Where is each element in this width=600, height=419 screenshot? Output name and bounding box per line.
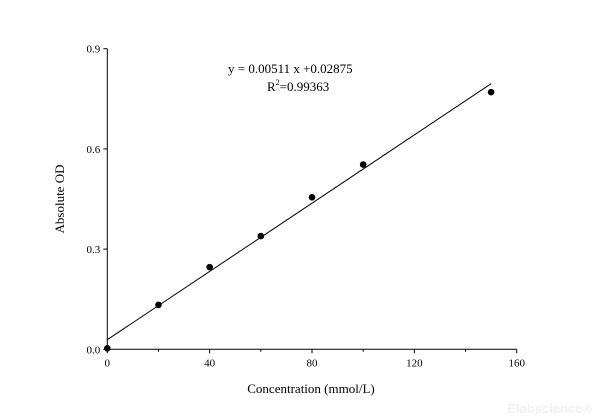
x-axis-label: Concentration (mmol/L) (247, 381, 374, 396)
x-tick-label: 160 (508, 357, 525, 369)
y-tick-label: 0.6 (87, 144, 101, 156)
watermark-logo: Elabscience® (507, 401, 592, 416)
data-point (155, 301, 162, 309)
data-point (308, 194, 316, 201)
marks (104, 83, 495, 352)
x-tick-label: 40 (204, 357, 216, 369)
x-tick-label: 0 (105, 357, 111, 369)
data-point (257, 232, 265, 240)
axes: 0 40 80 120 160 0.0 0.3 0.6 0.9 (87, 44, 526, 370)
data-point (487, 88, 495, 96)
y-tick-label: 0.9 (87, 44, 101, 56)
fit-line (107, 83, 492, 341)
y-tick-label: 0.0 (87, 344, 101, 356)
x-tick-label: 120 (406, 357, 423, 369)
y-axis-label: Absolute OD (52, 165, 67, 234)
y-tick-label: 0.3 (87, 244, 101, 256)
data-point (206, 263, 213, 271)
equation-annotation: y = 0.00511 x +0.02875 (228, 61, 353, 76)
r-squared-annotation: R2=0.99363 (267, 78, 329, 94)
data-point (104, 344, 111, 352)
x-tick-label: 80 (307, 357, 319, 369)
data-point (359, 161, 367, 168)
